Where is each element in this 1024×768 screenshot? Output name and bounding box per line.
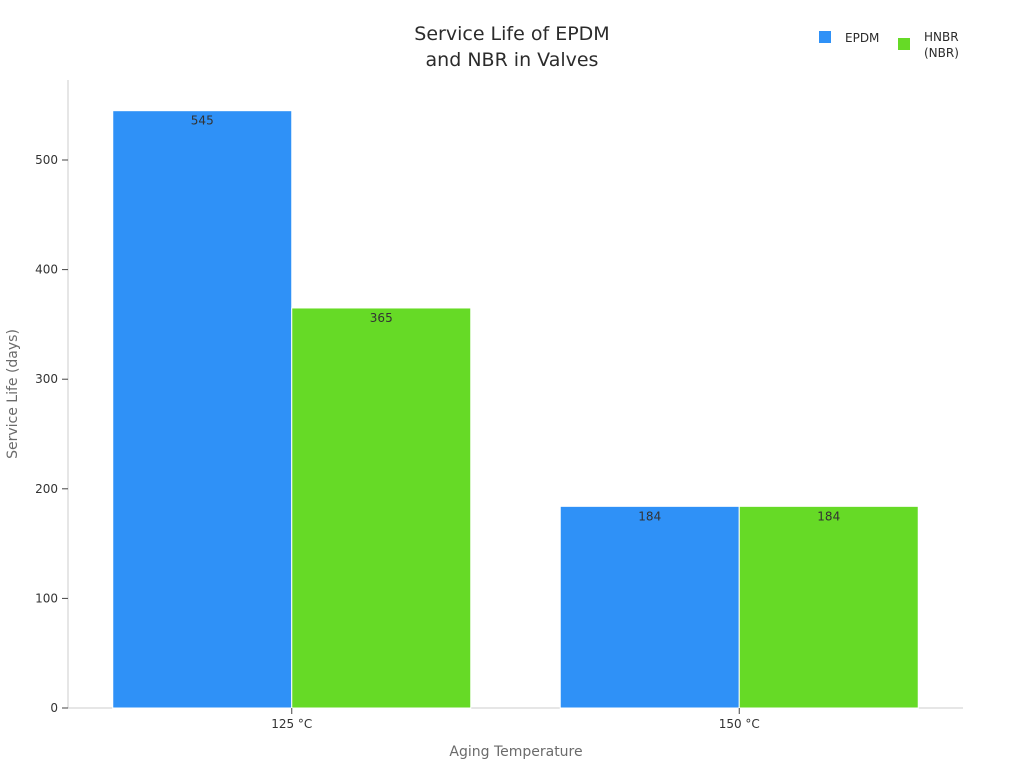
legend-swatch-epdm [819, 31, 831, 43]
data-label: 545 [191, 114, 214, 128]
data-label: 365 [370, 311, 393, 325]
bars: 545 365 184 184 [112, 110, 919, 709]
legend: EPDM HNBR (NBR) [819, 30, 959, 60]
data-label: 184 [817, 509, 840, 523]
y-tick-label: 500 [35, 153, 58, 167]
y-tick-label: 300 [35, 372, 58, 386]
bar [738, 505, 919, 709]
y-axis-ticks: 0 100 200 300 400 500 [35, 153, 68, 715]
y-axis-label: Service Life (days) [5, 329, 21, 459]
legend-label-epdm: EPDM [845, 31, 879, 45]
x-tick-label: 125 °C [271, 717, 312, 731]
x-axis-label: Aging Temperature [449, 744, 582, 760]
bar [291, 307, 472, 709]
bar [559, 505, 740, 709]
y-tick-label: 200 [35, 482, 58, 496]
y-tick-label: 0 [50, 701, 58, 715]
legend-label-hnbr-line-1: HNBR [924, 30, 959, 44]
x-axis-ticks: 125 °C 150 °C [271, 708, 760, 731]
legend-label-hnbr-line-2: (NBR) [924, 46, 959, 60]
data-label: 184 [638, 509, 661, 523]
chart-title-line-2: and NBR in Valves [426, 49, 599, 71]
y-tick-label: 100 [35, 591, 58, 605]
legend-swatch-hnbr [898, 38, 910, 50]
chart-title-line-1: Service Life of EPDM [414, 23, 609, 45]
x-tick-label: 150 °C [719, 717, 760, 731]
y-tick-label: 400 [35, 263, 58, 277]
bar [112, 110, 293, 709]
